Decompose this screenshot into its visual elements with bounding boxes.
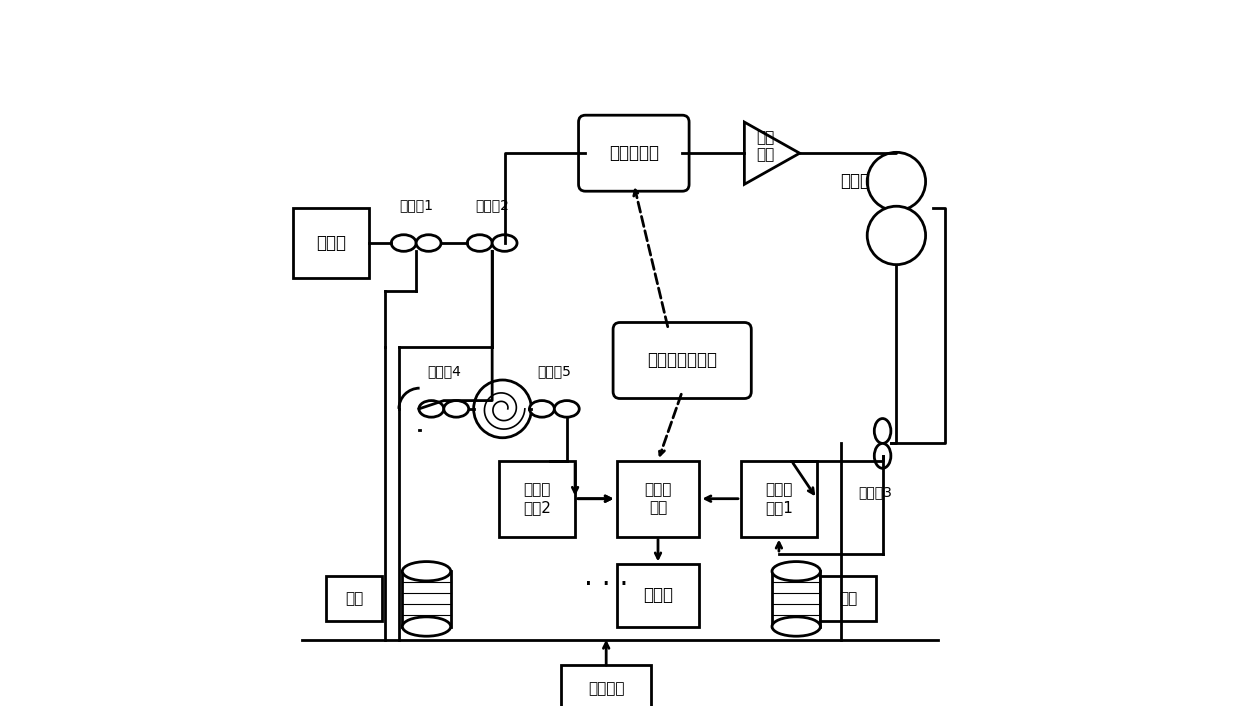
Text: · · ·: · · · (584, 571, 629, 599)
Ellipse shape (874, 419, 890, 443)
Bar (616, 461, 699, 536)
Text: 耦合器2: 耦合器2 (475, 198, 510, 212)
Bar (742, 461, 817, 536)
Bar (498, 461, 575, 536)
Text: 光电探
测器2: 光电探 测器2 (523, 482, 551, 515)
Ellipse shape (773, 617, 821, 636)
FancyBboxPatch shape (613, 322, 751, 399)
Ellipse shape (444, 401, 469, 417)
FancyBboxPatch shape (579, 115, 689, 191)
Text: 脉冲信号发生器: 脉冲信号发生器 (647, 352, 717, 369)
Text: 光电探
测器1: 光电探 测器1 (765, 482, 792, 515)
Text: 光放
大器: 光放 大器 (756, 130, 774, 162)
Text: 声光调制器: 声光调制器 (609, 144, 658, 162)
Ellipse shape (392, 235, 417, 252)
Text: 环形器: 环形器 (839, 172, 870, 190)
Text: 数据采
集卡: 数据采 集卡 (645, 482, 672, 515)
Text: 施加振动: 施加振动 (588, 681, 625, 696)
Bar (326, 576, 382, 622)
Ellipse shape (417, 235, 441, 252)
Text: 处理器: 处理器 (644, 586, 673, 604)
Circle shape (867, 152, 925, 211)
Text: 耦合器5: 耦合器5 (537, 364, 572, 378)
Ellipse shape (419, 401, 444, 417)
Bar (821, 576, 875, 622)
Bar (293, 208, 370, 278)
Text: 激光器: 激光器 (316, 234, 346, 252)
Ellipse shape (402, 562, 450, 581)
Circle shape (474, 380, 532, 438)
Text: 耦合器1: 耦合器1 (399, 198, 433, 212)
Text: 光纤: 光纤 (839, 591, 857, 606)
Text: 耦合器4: 耦合器4 (427, 364, 461, 378)
Ellipse shape (874, 443, 890, 469)
Ellipse shape (467, 235, 492, 252)
Polygon shape (744, 122, 800, 185)
Ellipse shape (402, 617, 450, 636)
Text: 耦合器3: 耦合器3 (859, 485, 893, 499)
Ellipse shape (529, 401, 554, 417)
Ellipse shape (554, 401, 579, 417)
Bar (562, 665, 651, 713)
Bar (616, 565, 699, 627)
Bar (402, 571, 450, 627)
Circle shape (867, 206, 925, 265)
Ellipse shape (492, 235, 517, 252)
Text: 光纤: 光纤 (345, 591, 363, 606)
Bar (773, 571, 821, 627)
Ellipse shape (773, 562, 821, 581)
